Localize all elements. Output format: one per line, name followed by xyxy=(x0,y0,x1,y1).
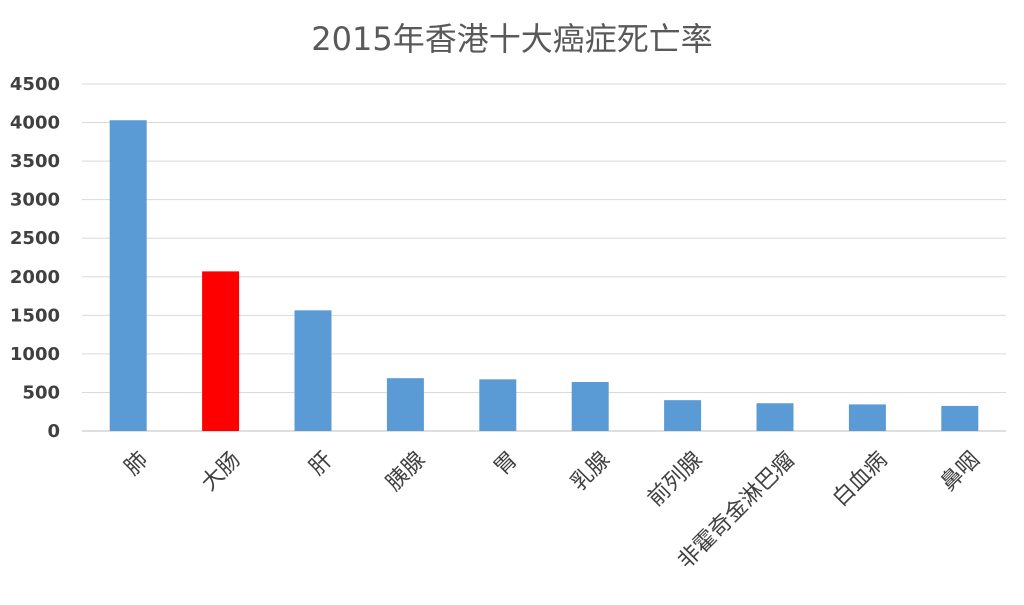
x-tick-label: 胃 xyxy=(490,447,523,480)
bar-6 xyxy=(664,400,702,431)
chart-title: 2015年香港十大癌症死亡率 xyxy=(311,20,712,58)
bars xyxy=(109,120,979,432)
x-axis-ticks: 肺大肠肝胰腺胃乳腺 前列腺非霍奇金淋巴瘤 白血病 鼻咽 xyxy=(120,447,985,574)
x-tick-label: 大肠 xyxy=(197,447,246,496)
bar-3 xyxy=(386,378,424,431)
x-tick-label: 肝 xyxy=(305,447,338,480)
bar-2 xyxy=(294,310,332,431)
bar-0 xyxy=(109,120,147,432)
bar-9 xyxy=(941,405,979,431)
y-tick-label: 3500 xyxy=(10,151,60,172)
x-tick-label: 鼻咽 xyxy=(936,447,985,496)
y-tick-label: 0 xyxy=(47,421,60,442)
x-tick-label: 胰腺 xyxy=(382,447,431,496)
y-tick-label: 4500 xyxy=(10,74,60,95)
y-tick-label: 1000 xyxy=(10,344,60,365)
bar-1 xyxy=(202,271,240,431)
x-tick-label: 乳腺 xyxy=(566,447,615,496)
y-tick-label: 4000 xyxy=(10,113,60,134)
y-axis-ticks: 0 500 1000 1500 2000 2500 3000 3500 4000 4500 xyxy=(10,74,60,442)
y-tick-label: 2500 xyxy=(10,228,60,249)
bar-4 xyxy=(479,379,517,431)
bar-7 xyxy=(756,403,794,431)
y-tick-label: 500 xyxy=(22,382,60,403)
x-tick-label: 肺 xyxy=(120,447,153,480)
y-tick-label: 3000 xyxy=(10,190,60,211)
y-tick-label: 2000 xyxy=(10,267,60,288)
bar-8 xyxy=(848,404,886,431)
x-tick-label: 前列腺 xyxy=(643,447,707,511)
y-tick-label: 1500 xyxy=(10,305,60,326)
bar-5 xyxy=(571,382,609,431)
x-tick-label: 白血病 xyxy=(828,447,892,511)
